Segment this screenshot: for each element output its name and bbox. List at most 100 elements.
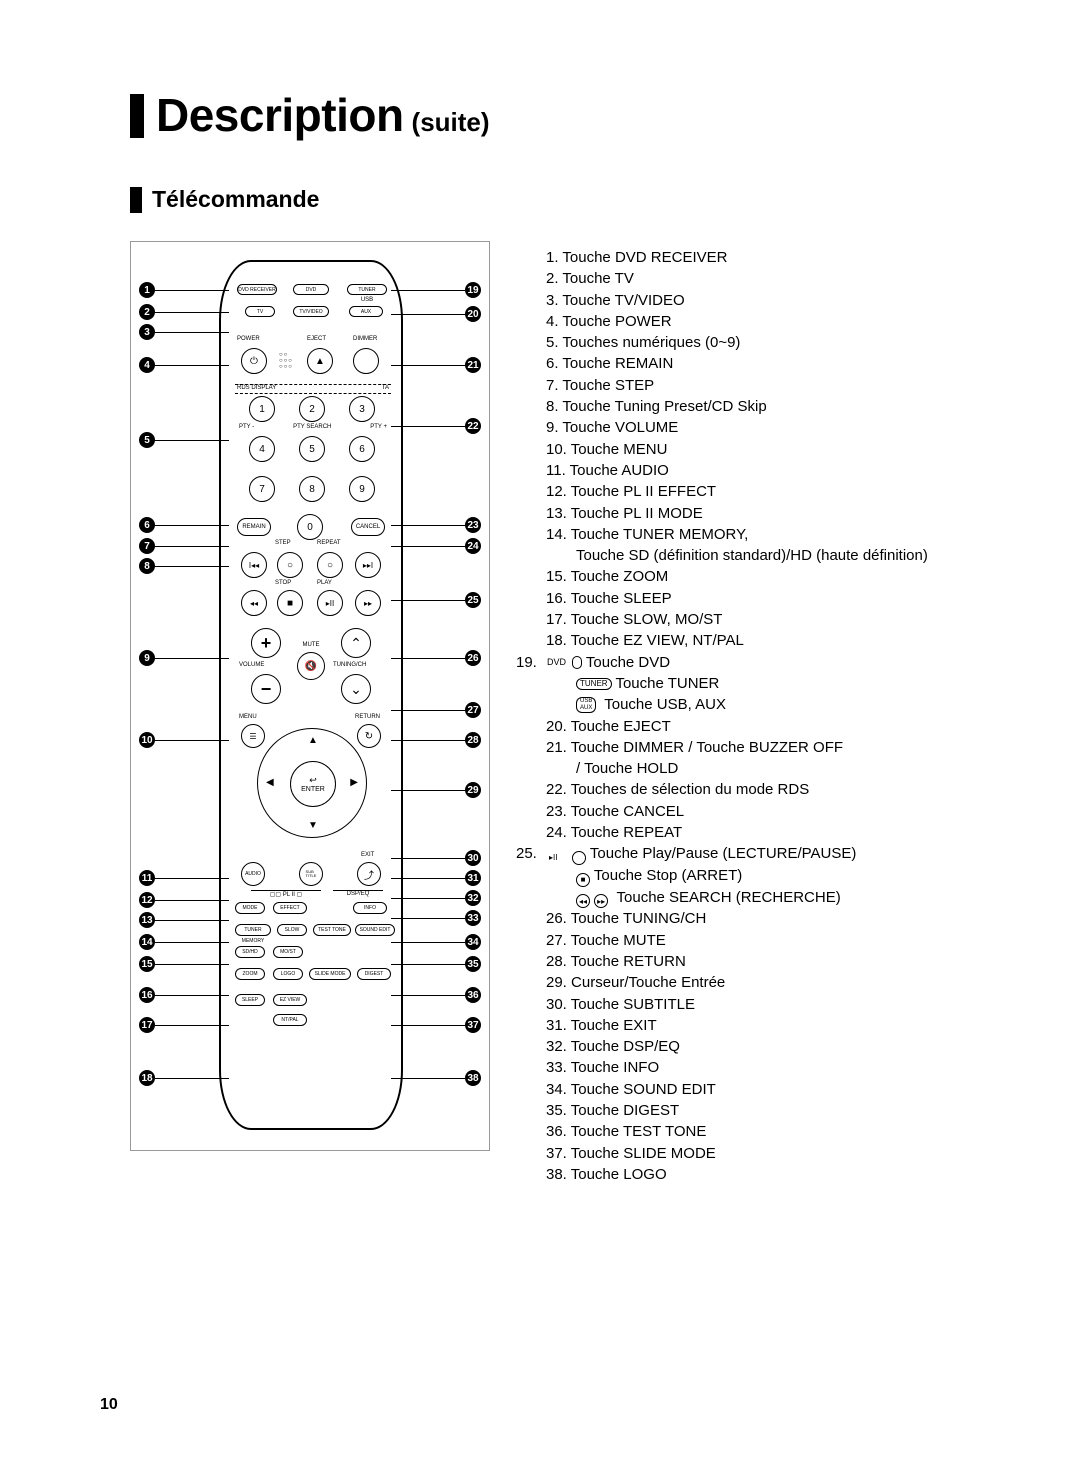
desc-row: 20. Touche EJECT [546,716,980,737]
step-dot: ○ [277,552,303,578]
stop-button: ■ [277,590,303,616]
lead-35 [391,964,465,965]
lead-21 [391,365,465,366]
callout-14: 14 [139,934,155,950]
lead-11 [155,878,229,879]
lead-28 [391,740,465,741]
num-6: 6 [349,436,375,462]
callout-5: 5 [139,432,155,448]
callout-38: 38 [465,1070,481,1086]
btn-slidemode: SLIDE MODE [309,968,351,980]
lead-33 [391,918,465,919]
desc-subrow-19: TUNER Touche TUNER [546,673,980,694]
rds-bar: RDS DISPLAYTA [235,384,391,394]
lead-6 [155,525,229,526]
desc-row: 1. Touche DVD RECEIVER [546,247,980,268]
btn-ntpal: NT/PAL [273,1014,307,1026]
lead-31 [391,878,465,879]
desc-row: 15. Touche ZOOM [546,566,980,587]
lead-3 [155,332,229,333]
callout-12: 12 [139,892,155,908]
btn-soundedit: SOUND EDIT [355,924,395,936]
desc-row: 28. Touche RETURN [546,951,980,972]
lead-34 [391,942,465,943]
menu-button: ☰ [241,724,265,748]
lead-1 [155,290,229,291]
dpad: ▲ ◀ ▶ ▼ ↩ ENTER [257,728,367,838]
callout-1: 1 [139,282,155,298]
callout-7: 7 [139,538,155,554]
pty-row: PTY - PTY SEARCH PTY + [239,424,387,430]
desc-row: 23. Touche CANCEL [546,801,980,822]
callout-18: 18 [139,1070,155,1086]
remote-diagram: DVD RECEIVER DVD TUNER USB TV TV/VIDEO A… [130,241,490,1185]
lead-8 [155,566,229,567]
num-1: 1 [249,396,275,422]
lead-2 [155,312,229,313]
lead-23 [391,525,465,526]
lbl-eject: EJECT [307,336,326,342]
cancel-button: CANCEL [351,518,385,536]
desc-row: 17. Touche SLOW, MO/ST [546,609,980,630]
btn-testtone: TEST TONE [313,924,351,936]
desc-row: 21. Touche DIMMER / Touche BUZZER OFF [546,737,980,758]
desc-row: 26. Touche TUNING/CH [546,908,980,929]
lead-7 [155,546,229,547]
desc-row: 35. Touche DIGEST [546,1100,980,1121]
desc-subrow: Touche SD (définition standard)/HD (haut… [546,545,980,566]
callout-22: 22 [465,418,481,434]
callout-27: 27 [465,702,481,718]
callout-35: 35 [465,956,481,972]
btn-slow: SLOW [277,924,307,936]
desc-row: 32. Touche DSP/EQ [546,1036,980,1057]
btn-aux: AUX [349,306,383,317]
btn-logo: LOGO [273,968,303,980]
btn-tuner_mem: TUNER MEMORY [235,924,271,936]
lead-27 [391,710,465,711]
desc-row: 16. Touche SLEEP [546,588,980,609]
desc-subrow: / Touche HOLD [546,758,980,779]
desc-row: 36. Touche TEST TONE [546,1121,980,1142]
lead-13 [155,920,229,921]
callout-32: 32 [465,890,481,906]
btn-mode: MODE [235,902,265,914]
desc-row: 7. Touche STEP [546,375,980,396]
callout-33: 33 [465,910,481,926]
callout-4: 4 [139,357,155,373]
page-title: Description [156,88,404,142]
lead-18 [155,1078,229,1079]
desc-row: 27. Touche MUTE [546,930,980,951]
callout-31: 31 [465,870,481,886]
section-header: Télécommande [130,186,980,213]
next-button: ▸▸I [355,552,381,578]
callout-16: 16 [139,987,155,1003]
lbl-dimmer: DIMMER [353,336,377,342]
lead-19 [391,290,465,291]
title-bar [130,94,144,138]
subtitle-button: SUBTITLE [299,862,323,886]
btn-dvd: DVD [293,284,329,295]
desc-row: 11. Touche AUDIO [546,460,980,481]
callout-9: 9 [139,650,155,666]
desc-subrow-25: ■ Touche Stop (ARRET) [546,865,980,887]
exit-button: ⤴ [357,862,381,886]
lead-32 [391,898,465,899]
lead-4 [155,365,229,366]
section-bar [130,187,142,213]
lead-22 [391,426,465,427]
callout-26: 26 [465,650,481,666]
desc-subrow-25b: ◂◂ ▸▸ Touche SEARCH (RECHERCHE) [546,887,980,909]
lead-26 [391,658,465,659]
repeat-dot: ○ [317,552,343,578]
callout-19: 19 [465,282,481,298]
lead-9 [155,658,229,659]
desc-row: 30. Touche SUBTITLE [546,994,980,1015]
lbl-menu: MENU [239,714,257,720]
lead-24 [391,546,465,547]
lead-10 [155,740,229,741]
btn-most: MO/ST [273,946,303,958]
callout-28: 28 [465,732,481,748]
callout-13: 13 [139,912,155,928]
lead-30 [391,858,465,859]
btn-dvd-receiver: DVD RECEIVER [237,284,277,295]
